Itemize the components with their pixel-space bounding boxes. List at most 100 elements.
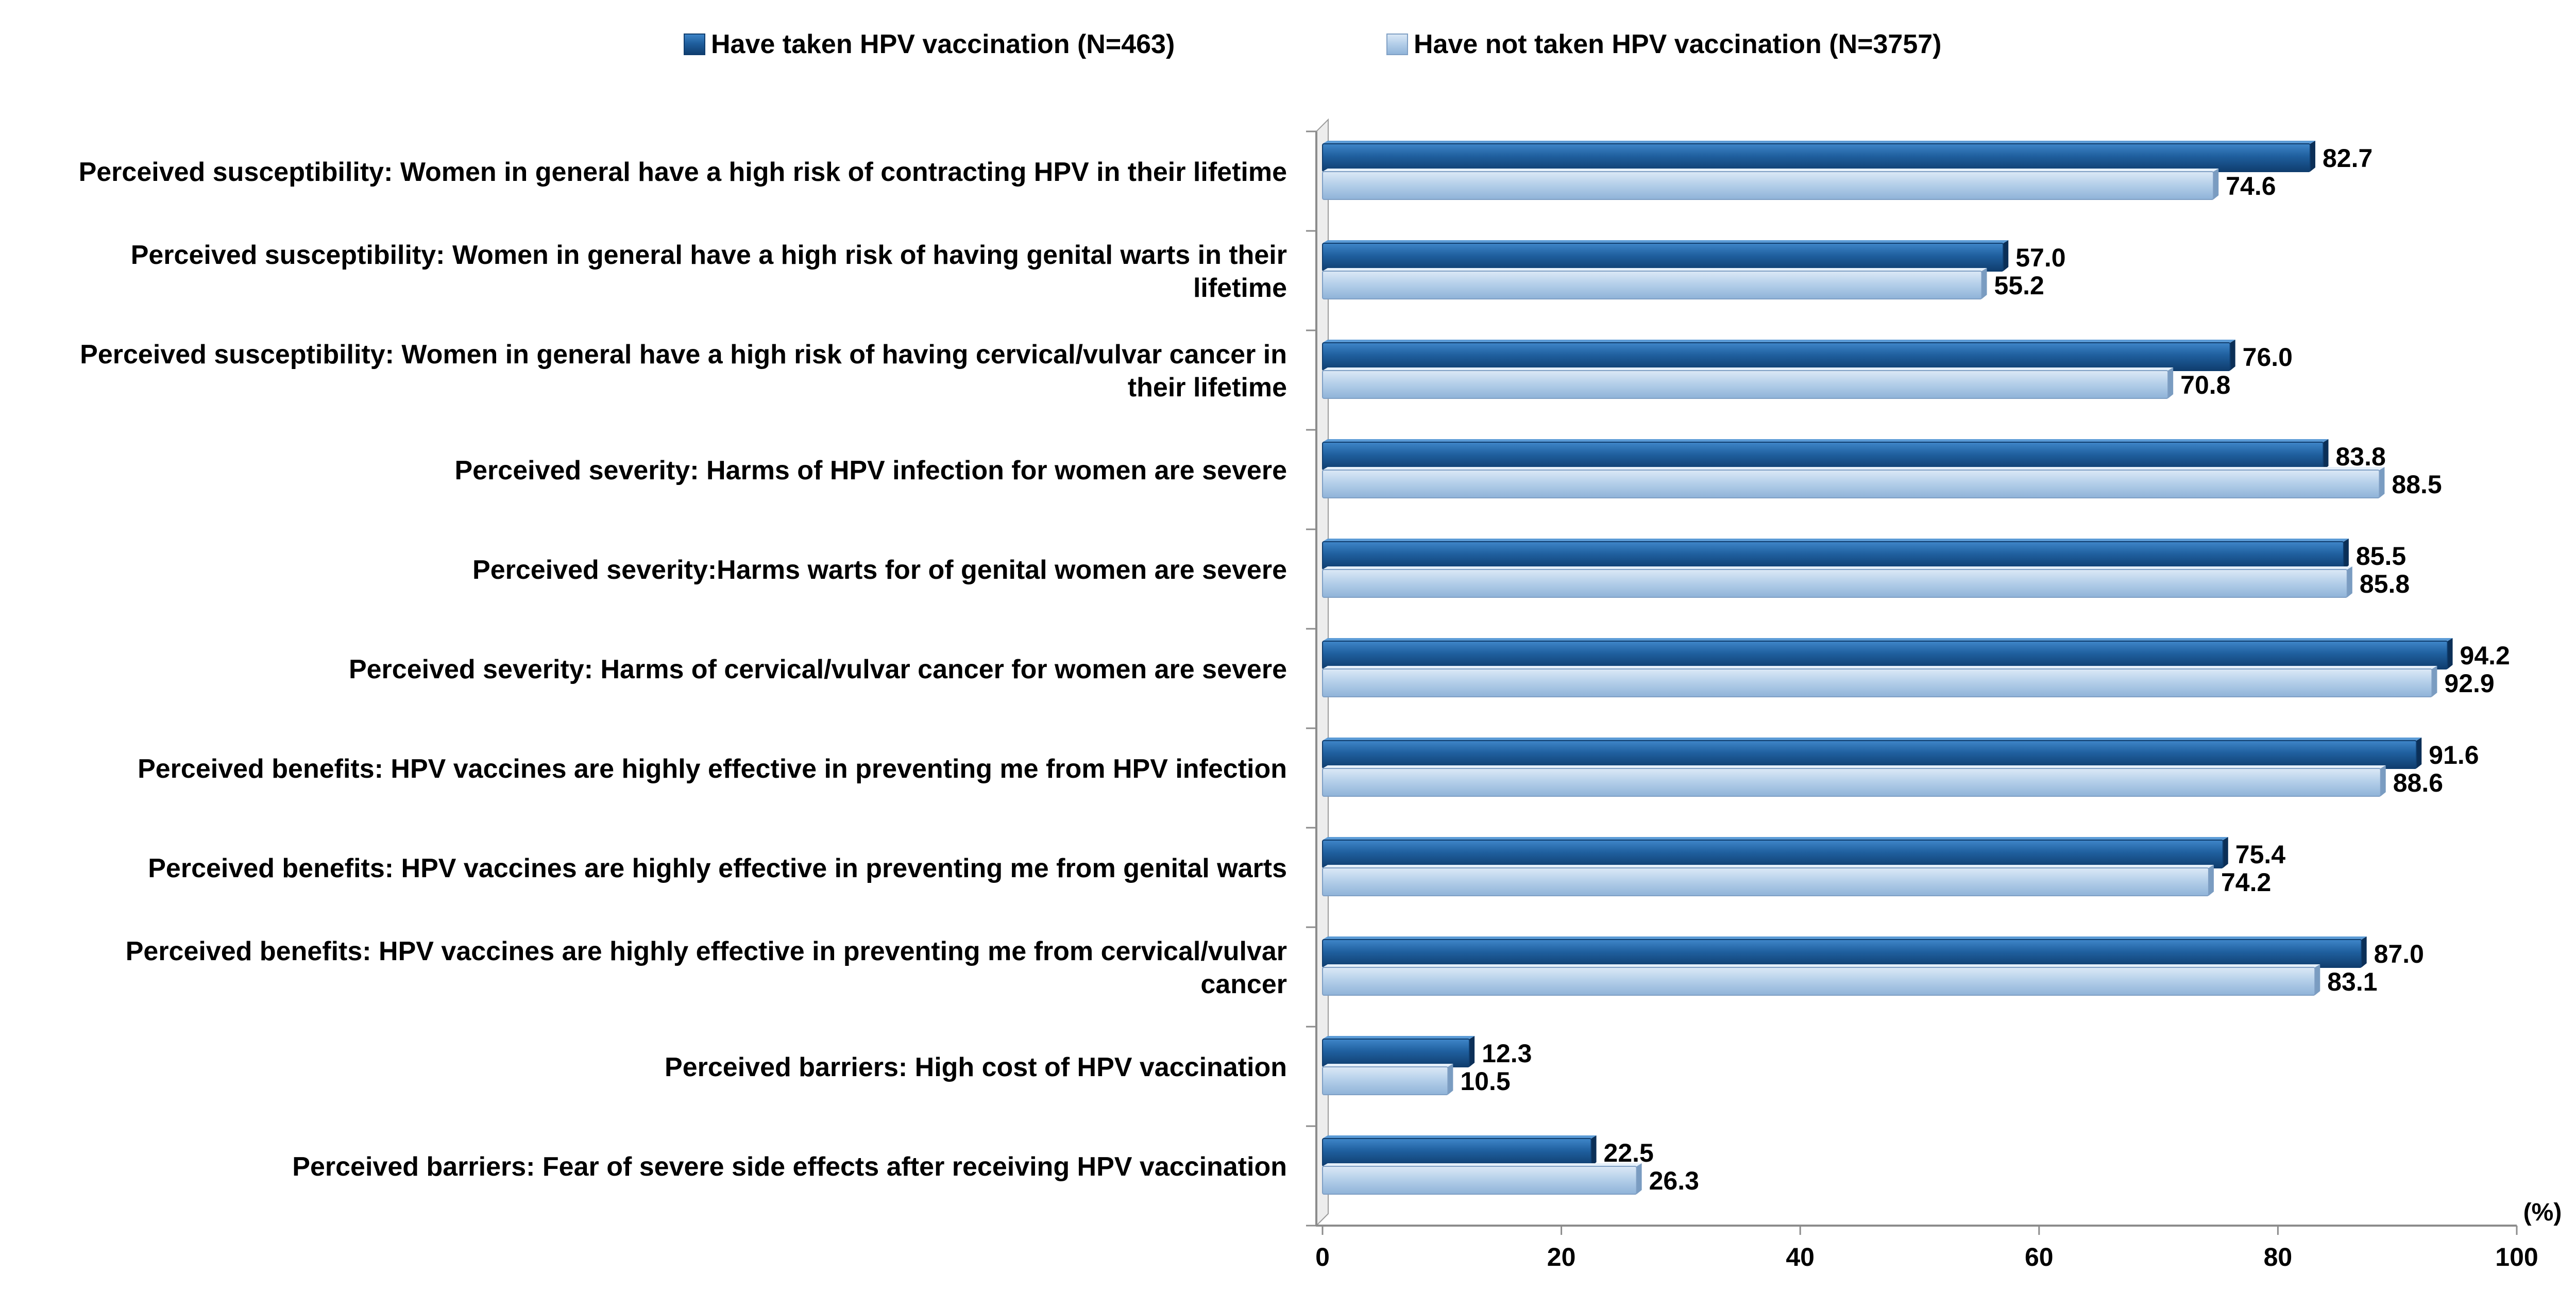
bar-face — [1322, 541, 2344, 570]
axis-unit-label: (%) — [2523, 1199, 2562, 1226]
category-label: Perceived severity: Harms of HPV infecti… — [454, 456, 1287, 486]
bar-top — [1323, 765, 2386, 768]
value-label-taken: 57.0 — [2015, 243, 2065, 272]
bar-top — [1323, 638, 2453, 641]
bar-face — [1322, 370, 2169, 399]
value-label-taken: 22.5 — [1604, 1139, 1654, 1167]
bar-side — [2230, 340, 2235, 371]
bar-taken — [1322, 738, 2422, 769]
bar-face — [1322, 342, 2231, 371]
bar-top — [1323, 467, 2385, 470]
category-label: Perceived severity: Harms of cervical/vu… — [349, 655, 1287, 684]
value-label-taken: 76.0 — [2243, 343, 2293, 372]
bar-face — [1322, 668, 2433, 697]
bar-side — [2447, 638, 2453, 669]
category-labels: Perceived susceptibility: Women in gener… — [79, 157, 1287, 1182]
bar-side — [2208, 865, 2214, 896]
bar-face — [1322, 470, 2380, 498]
category-label: Perceived susceptibility: Women in gener… — [79, 157, 1287, 187]
x-tick-label: 20 — [1547, 1243, 1576, 1271]
legend-label-taken: Have taken HPV vaccination (N=463) — [711, 29, 1175, 59]
value-label-taken: 75.4 — [2235, 840, 2286, 869]
bar-side — [2323, 439, 2329, 470]
bar-side — [2003, 240, 2009, 271]
bar-top — [1323, 340, 2235, 343]
value-label-taken: 87.0 — [2374, 940, 2424, 968]
bar-top — [1323, 936, 2367, 940]
value-label-not-taken: 85.8 — [2360, 570, 2410, 598]
y-axis-ticks — [1306, 130, 1316, 1227]
bar-not-taken — [1322, 765, 2386, 797]
bar-face — [1322, 768, 2381, 797]
bar-top — [1323, 240, 2009, 243]
bar-face — [1322, 867, 2209, 896]
bar-top — [1323, 169, 2219, 172]
bar-face — [1322, 641, 2448, 669]
bar-side — [2310, 141, 2315, 172]
bar-face — [1322, 1039, 1470, 1067]
bar-taken — [1322, 936, 2367, 968]
category-label: Perceived susceptibility: Women in gener… — [131, 240, 1287, 303]
bar-side — [2432, 666, 2437, 697]
x-tick-label: 80 — [2264, 1243, 2293, 1271]
x-tick-label: 100 — [2495, 1243, 2538, 1271]
value-label-taken: 94.2 — [2460, 641, 2510, 670]
value-label-not-taken: 88.5 — [2392, 470, 2442, 499]
bar-not-taken — [1322, 566, 2352, 598]
bar-taken — [1322, 837, 2228, 868]
value-label-taken: 82.7 — [2323, 144, 2372, 173]
bar-top — [1323, 1163, 1642, 1166]
bar-face — [1322, 171, 2214, 200]
bar-not-taken — [1322, 666, 2437, 697]
bar-top — [1323, 1135, 1597, 1139]
bar-top — [1323, 268, 1987, 271]
bar-face — [1322, 143, 2311, 172]
category-label: Perceived barriers: Fear of severe side … — [292, 1152, 1287, 1182]
x-tick-label: 60 — [2025, 1243, 2054, 1271]
x-tick-label: 0 — [1315, 1243, 1330, 1271]
bar-side — [1448, 1064, 1453, 1095]
bar-taken — [1322, 141, 2315, 172]
legend-label-not-taken: Have not taken HPV vaccination (N=3757) — [1414, 29, 1942, 59]
category-label: Perceived benefits: HPV vaccines are hig… — [138, 754, 1287, 784]
bar-top — [1323, 738, 2422, 741]
value-label-not-taken: 83.1 — [2327, 967, 2377, 996]
bar-top — [1323, 837, 2228, 840]
x-axis-ticks: 0 20 40 60 80 100 — [1315, 1226, 2538, 1271]
bar-side — [2213, 169, 2219, 199]
category-label: Perceived susceptibility: Women in gener… — [80, 340, 1287, 403]
bar-face — [1322, 1066, 1449, 1095]
value-label-not-taken: 70.8 — [2180, 371, 2230, 399]
bar-side — [1591, 1135, 1597, 1166]
value-label-not-taken: 10.5 — [1460, 1067, 1510, 1096]
bar-taken — [1322, 1135, 1597, 1167]
bar-not-taken — [1322, 169, 2219, 200]
bar-top — [1323, 964, 2320, 967]
bar-face — [1322, 1166, 1637, 1195]
value-label-taken: 85.5 — [2356, 542, 2406, 571]
bar-top — [1323, 439, 2329, 442]
category-label: Perceived barriers: High cost of HPV vac… — [665, 1052, 1287, 1082]
bar-side — [2416, 738, 2422, 768]
value-label-taken: 12.3 — [1482, 1039, 1532, 1068]
bar-not-taken — [1322, 1064, 1453, 1095]
value-labels: 82.7 57.0 76.0 83.8 85.5 94.2 91.6 75.4 87.0 12.3… — [1460, 144, 2510, 1195]
bar-top — [1323, 141, 2315, 144]
bar-side — [2343, 539, 2349, 570]
category-label: Perceived benefits: HPV vaccines are hig… — [148, 853, 1287, 883]
legend: Have taken HPV vaccination (N=463) Have … — [684, 29, 1942, 59]
bar-side — [1636, 1163, 1642, 1194]
bar-top — [1323, 865, 2214, 868]
value-label-not-taken: 92.9 — [2444, 669, 2494, 698]
bar-top — [1323, 539, 2349, 542]
bar-top — [1323, 666, 2437, 669]
value-label-not-taken: 74.6 — [2226, 172, 2276, 200]
bar-taken — [1322, 240, 2009, 272]
value-label-taken: 91.6 — [2429, 741, 2479, 769]
legend-swatch-taken — [684, 34, 705, 55]
bar-top — [1323, 566, 2352, 570]
bar-taken — [1322, 340, 2235, 371]
bar-side — [2347, 566, 2352, 597]
value-label-taken: 83.8 — [2335, 442, 2385, 471]
